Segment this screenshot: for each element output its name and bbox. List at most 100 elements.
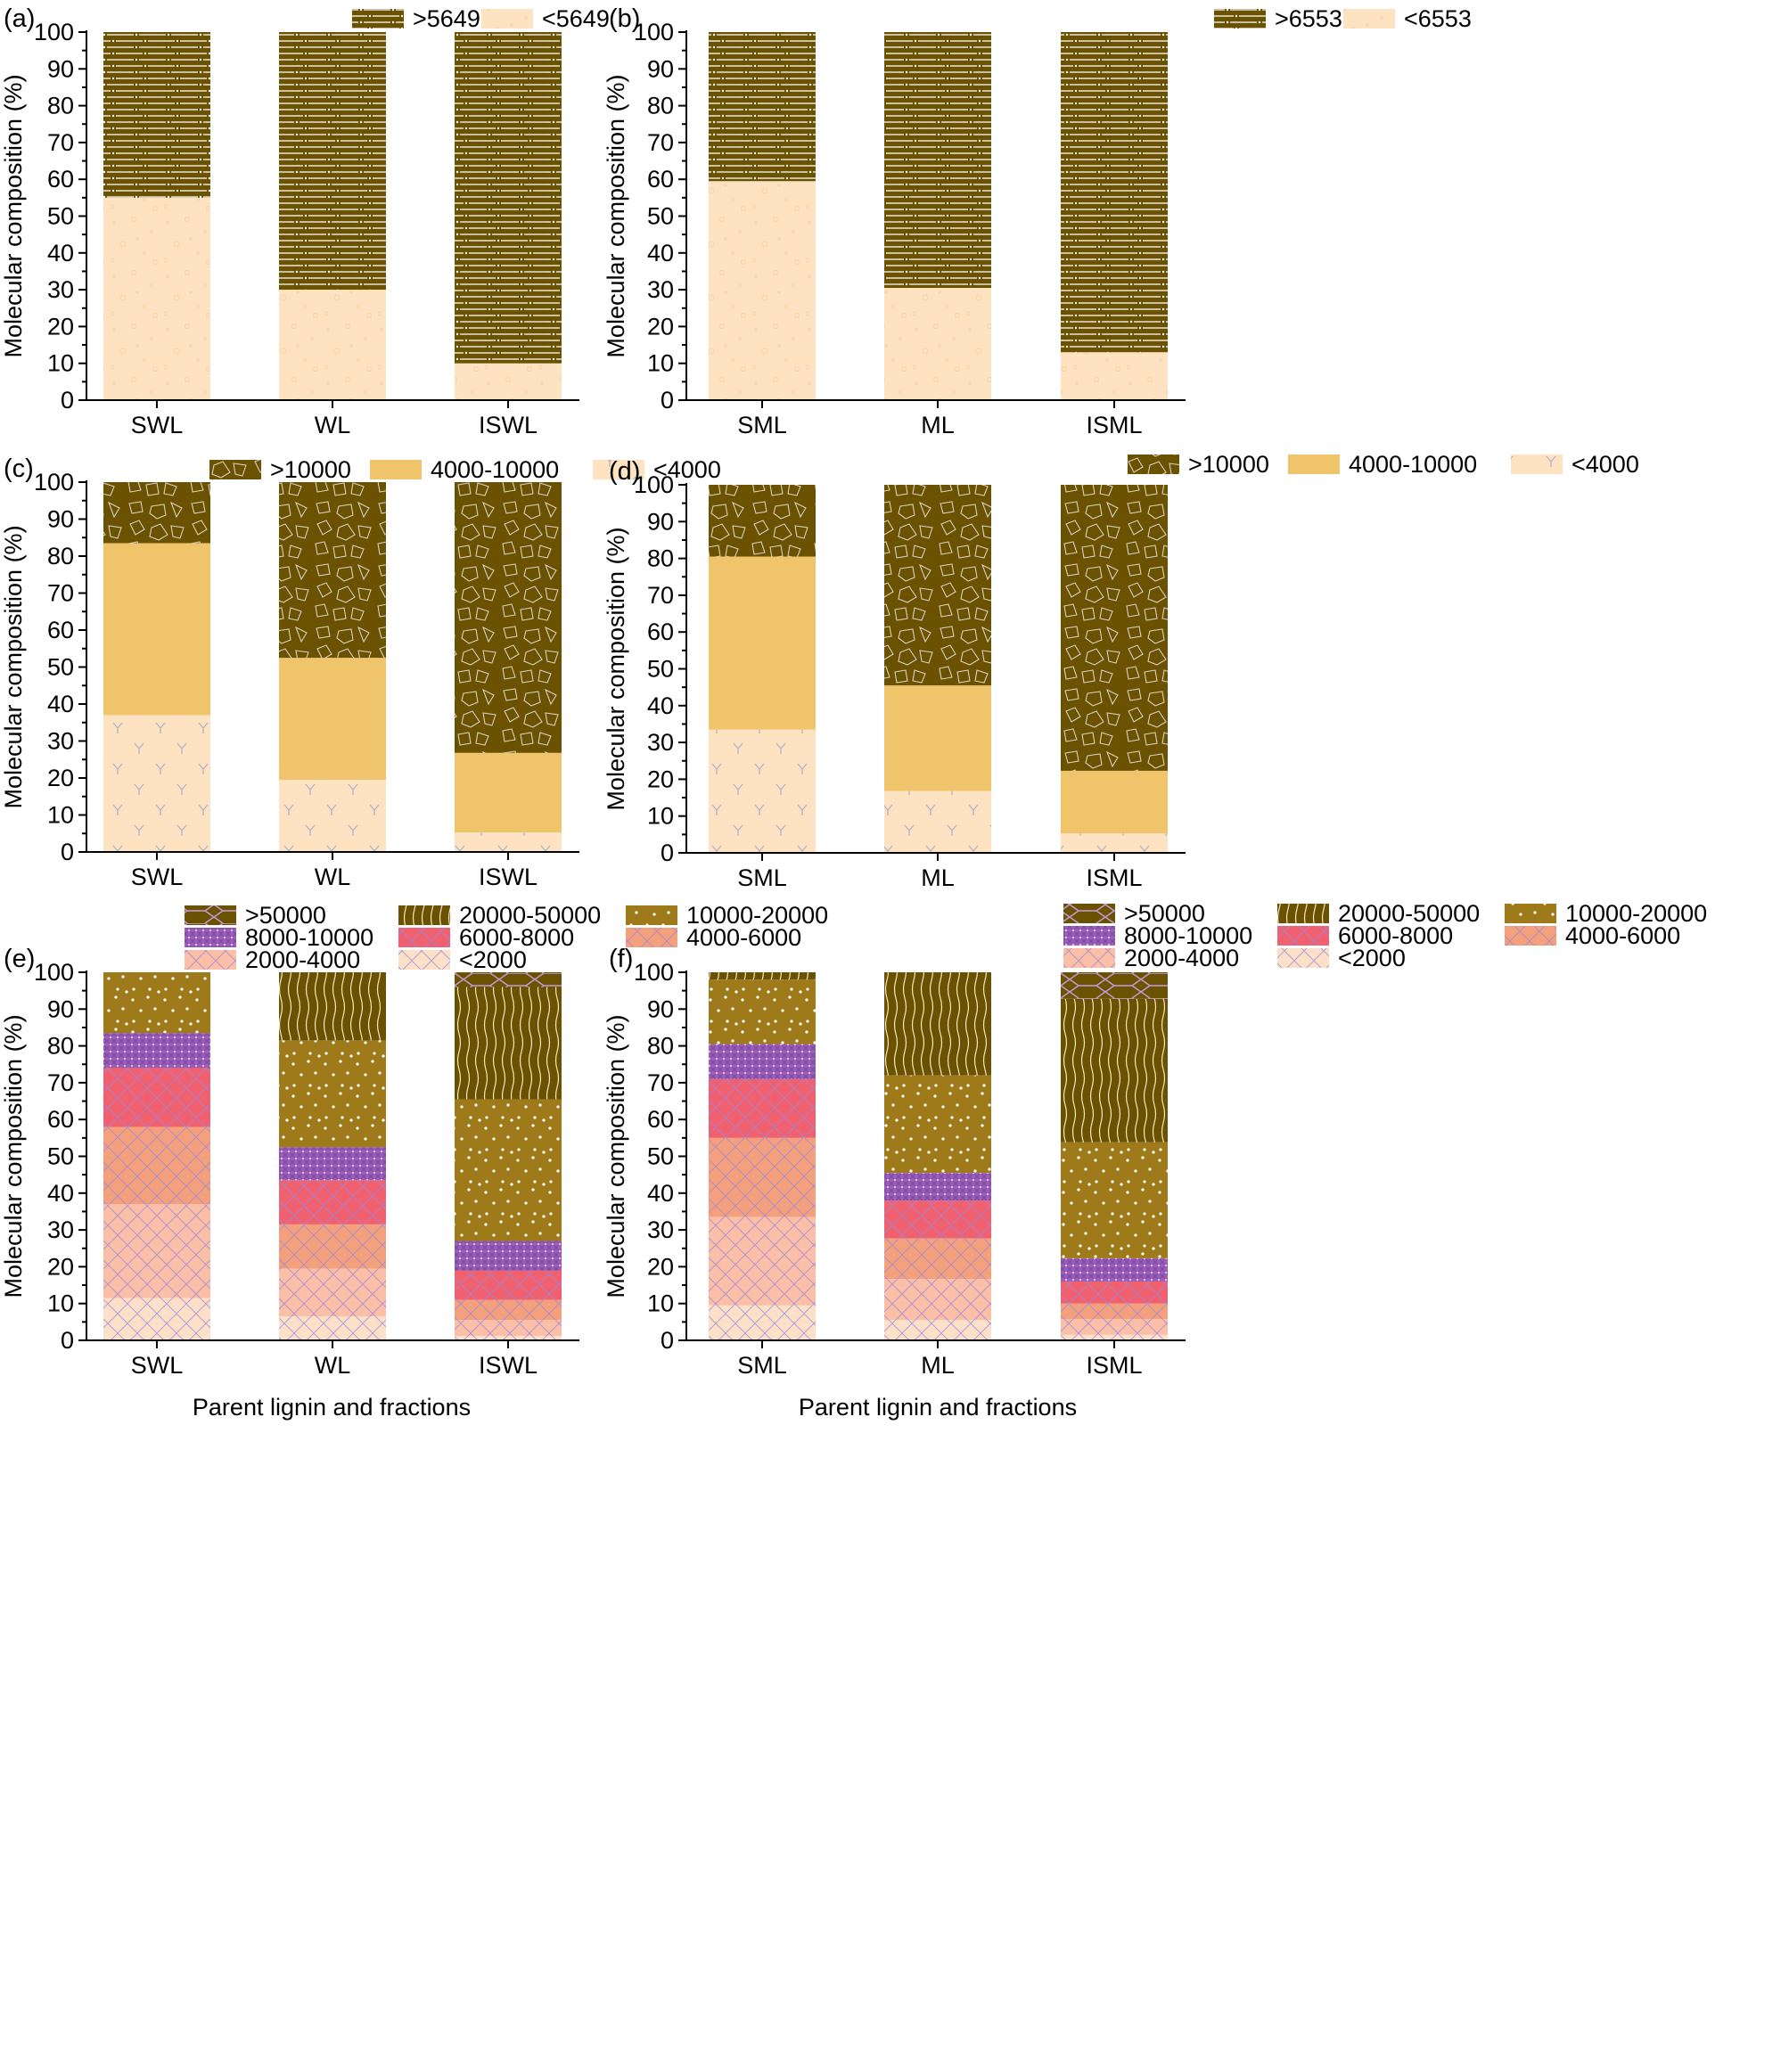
bar-segment <box>279 1147 386 1181</box>
legend-label: <2000 <box>459 946 527 973</box>
x-tick-label: SML <box>737 864 787 891</box>
y-tick-label: 80 <box>47 1033 74 1060</box>
y-tick-label: 20 <box>647 313 674 340</box>
bar-segment <box>103 1204 210 1298</box>
y-tick-label: 90 <box>47 506 74 533</box>
y-tick-label: 90 <box>47 55 74 82</box>
y-tick-label: 0 <box>661 387 674 414</box>
legend-label: 10000-20000 <box>1565 900 1707 927</box>
bar-segment <box>103 482 210 544</box>
bar-segment <box>709 485 816 557</box>
y-tick-label: 40 <box>47 1180 74 1207</box>
bar-segment <box>709 979 816 1044</box>
panel-label: (c) <box>4 455 34 483</box>
bar-segment <box>455 752 562 833</box>
y-tick-label: 0 <box>61 1327 74 1354</box>
x-tick-label: ML <box>921 412 955 438</box>
panel-label: (d) <box>609 457 640 486</box>
bar-segment <box>279 290 386 400</box>
legend: >6553 <6553 <box>1214 5 1472 32</box>
bar-segment <box>1061 1334 1168 1340</box>
bar-segment <box>103 543 210 716</box>
legend: >10000 4000-10000 <4000 <box>209 456 721 483</box>
y-tick-label: 80 <box>647 545 674 572</box>
legend-label: 6000-8000 <box>459 924 574 951</box>
y-tick-label: 70 <box>47 580 74 607</box>
legend-swatch <box>1063 904 1115 923</box>
y-tick-label: 40 <box>647 692 674 719</box>
bar-segment <box>103 1126 210 1205</box>
y-tick-label: 60 <box>47 617 74 643</box>
legend-swatch <box>626 905 677 925</box>
legend-swatch <box>481 9 533 29</box>
bar-segment <box>103 197 210 400</box>
bar-segment <box>1061 1303 1168 1320</box>
legend-swatch <box>1214 9 1266 29</box>
legend-swatch <box>1063 926 1115 946</box>
bar-segment <box>884 485 991 686</box>
y-tick-label: 50 <box>647 203 674 230</box>
y-axis-title: Molecular composition (%) <box>0 74 27 357</box>
x-tick-label: SML <box>737 1352 787 1379</box>
y-tick-label: 70 <box>647 129 674 156</box>
bar-segment <box>884 32 991 289</box>
bar-segment <box>884 790 991 853</box>
x-tick-label: WL <box>315 864 351 890</box>
legend-swatch <box>185 950 236 970</box>
y-tick-label: 10 <box>47 1290 74 1317</box>
legend: >5649 <5649 <box>352 5 610 32</box>
bar-segment <box>709 556 816 730</box>
legend-swatch <box>1505 904 1556 923</box>
y-tick-label: 100 <box>634 471 674 498</box>
legend: >10000 4000-10000 <4000 <box>1128 451 1639 478</box>
x-tick-label: SWL <box>131 412 184 438</box>
bar-segment <box>455 482 562 753</box>
bar-segment <box>455 1336 562 1340</box>
legend-label: >10000 <box>270 456 351 483</box>
legend-label: <2000 <box>1338 945 1406 971</box>
legend-swatch <box>593 460 644 479</box>
y-tick-label: 50 <box>47 654 74 681</box>
y-tick-label: 70 <box>47 1069 74 1096</box>
y-tick-label: 80 <box>47 543 74 569</box>
legend-label: 8000-10000 <box>1124 922 1252 949</box>
x-tick-label: WL <box>315 412 351 438</box>
legend-swatch <box>626 928 677 947</box>
bar-segment <box>1061 1319 1168 1335</box>
panel-a: (a) 0 10 20 30 40 50 60 70 80 90 100 SWL WL ISWL Molecu… <box>0 4 610 438</box>
bar-segment <box>455 1320 562 1337</box>
y-tick-label: 10 <box>647 350 674 377</box>
legend: >50000 20000-50000 10000-20000 8000-10000 60… <box>1063 900 1707 971</box>
y-tick-label: 80 <box>647 1033 674 1060</box>
y-tick-label: 20 <box>47 313 74 340</box>
bar-segment <box>709 729 816 853</box>
legend-label: 20000-50000 <box>459 902 601 929</box>
legend-swatch <box>209 460 261 479</box>
y-tick-label: 100 <box>34 469 74 495</box>
bar-segment <box>455 972 562 987</box>
legend-label: 10000-20000 <box>686 902 828 929</box>
y-tick-label: 50 <box>47 1143 74 1170</box>
y-tick-label: 50 <box>47 203 74 230</box>
legend-swatch <box>1288 455 1340 474</box>
x-tick-label: ML <box>921 864 955 891</box>
y-tick-label: 10 <box>647 803 674 830</box>
bar-segment <box>1061 972 1168 999</box>
y-tick-label: 100 <box>634 19 674 45</box>
legend-swatch <box>352 9 404 29</box>
y-tick-label: 0 <box>661 839 674 866</box>
legend-swatch <box>1277 904 1329 923</box>
bar-segment <box>103 1033 210 1069</box>
bar-segment <box>709 181 816 400</box>
panel-label: (f) <box>609 945 633 973</box>
y-tick-label: 90 <box>647 508 674 535</box>
bar-segment <box>279 1316 386 1340</box>
legend-swatch <box>1277 948 1329 968</box>
legend-label: >50000 <box>1124 900 1205 927</box>
y-tick-label: 50 <box>647 1143 674 1170</box>
legend-label: >5649 <box>413 5 480 32</box>
legend-swatch <box>398 905 450 925</box>
legend-label: >50000 <box>245 902 326 929</box>
